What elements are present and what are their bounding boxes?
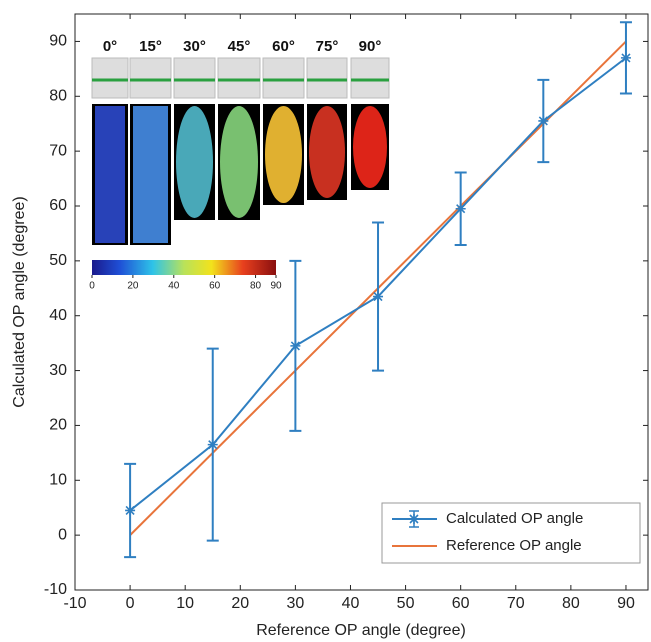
angle-label: 30°	[183, 38, 206, 55]
oct-image	[176, 106, 213, 218]
y-tick-label: 90	[49, 33, 67, 50]
y-tick-label: 40	[49, 307, 67, 324]
x-tick-label: -10	[63, 595, 86, 612]
thumbnail	[262, 57, 305, 99]
y-tick-label: 30	[49, 362, 67, 379]
point	[620, 52, 631, 63]
colorbar-tick-label: 0	[89, 281, 95, 292]
angle-label: 15°	[139, 38, 162, 55]
colorbar-tick-label: 90	[270, 281, 282, 292]
x-tick-label: 50	[397, 595, 415, 612]
colorbar-tick-label: 60	[209, 281, 221, 292]
angle-label: 90°	[359, 38, 382, 55]
x-tick-label: 70	[507, 595, 525, 612]
thumbnail	[129, 57, 172, 99]
y-axis-title: Calculated OP angle (degree)	[11, 196, 28, 407]
thumbnail	[91, 57, 129, 99]
x-tick-label: 90	[617, 595, 635, 612]
thumbnail	[306, 57, 348, 99]
legend-label: Reference OP angle	[446, 537, 582, 554]
y-tick-label: 80	[49, 88, 67, 105]
angle-label: 75°	[316, 38, 339, 55]
point	[125, 505, 136, 516]
x-tick-label: 60	[452, 595, 470, 612]
oct-image	[133, 106, 168, 243]
point	[207, 439, 218, 450]
x-tick-label: 30	[286, 595, 304, 612]
colorbar-tick-label: 20	[127, 281, 139, 292]
x-axis-title: Reference OP angle (degree)	[256, 622, 466, 639]
point	[538, 115, 549, 126]
colorbar	[92, 260, 276, 275]
y-tick-label: 50	[49, 252, 67, 269]
oct-image	[95, 106, 125, 243]
y-tick-label: 60	[49, 197, 67, 214]
legend-label: Calculated OP angle	[446, 510, 583, 527]
point	[290, 340, 301, 351]
y-tick-label: 0	[58, 526, 67, 543]
oct-image	[353, 106, 387, 188]
plot-frame	[74, 13, 649, 591]
y-tick-label: 10	[49, 472, 67, 489]
thumbnail	[350, 57, 390, 99]
inset: 0° 15° 30° 45° 60° 75° 90° 0 20 40 60 80 90	[89, 38, 390, 292]
y-tick-label: -10	[44, 581, 67, 598]
x-tick-label: 80	[562, 595, 580, 612]
angle-label: 60°	[272, 38, 295, 55]
x-tick-label: 10	[176, 595, 194, 612]
point	[373, 291, 384, 302]
thumbnail	[173, 57, 216, 99]
colorbar-tick-label: 40	[168, 281, 180, 292]
thumbnail	[217, 57, 261, 99]
point	[455, 203, 466, 214]
colorbar-tick-label: 80	[250, 281, 262, 292]
x-tick-label: 0	[126, 595, 135, 612]
y-tick-label: 20	[49, 417, 67, 434]
legend-box	[381, 502, 641, 564]
oct-image	[309, 106, 345, 198]
oct-image	[220, 106, 258, 218]
x-tick-label: 20	[231, 595, 249, 612]
x-tick-label: 40	[342, 595, 360, 612]
angle-label: 0°	[103, 38, 117, 55]
oct-image	[265, 106, 302, 203]
y-tick-label: 70	[49, 142, 67, 159]
angle-label: 45°	[228, 38, 251, 55]
legend-errorbar	[409, 510, 419, 528]
